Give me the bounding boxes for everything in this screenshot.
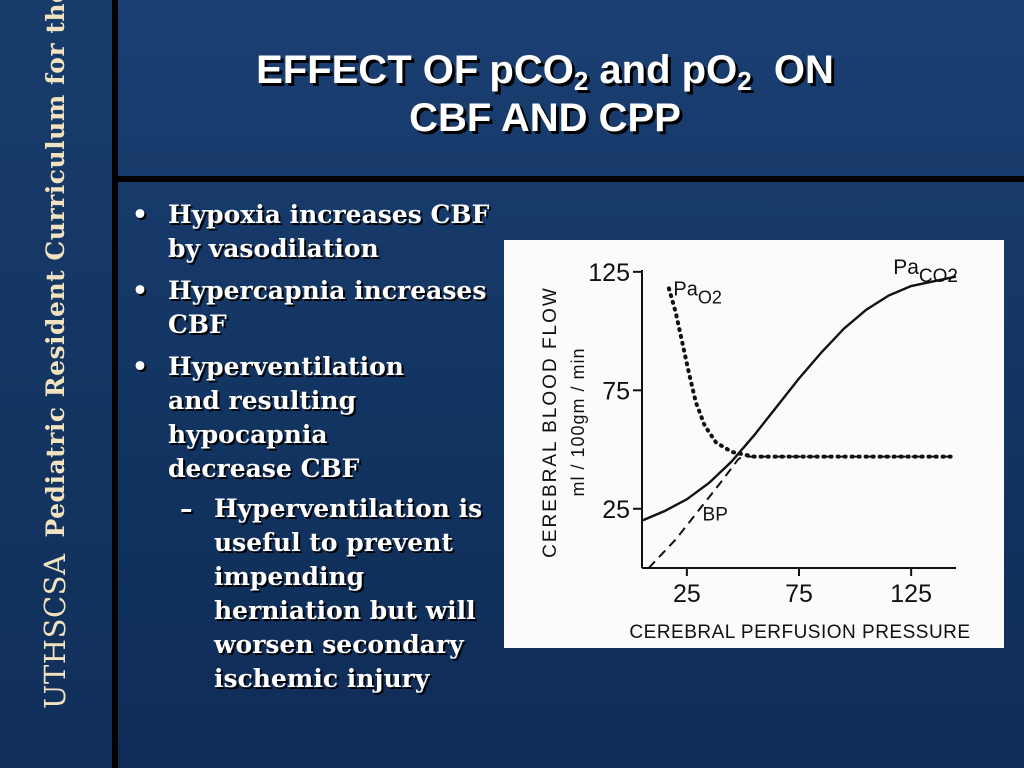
x-tick-label: 125 bbox=[890, 580, 932, 608]
sidebar-text: UTHSCSA Pediatric Resident Curriculum fo… bbox=[34, 0, 76, 709]
series-paco2-label: PaCO2 bbox=[893, 256, 958, 287]
horizontal-divider bbox=[112, 176, 1024, 182]
y-tick-group: 25 75 125 bbox=[588, 259, 642, 524]
series-paco2-line bbox=[641, 275, 957, 522]
y-tick-label: 25 bbox=[602, 496, 630, 524]
title-line1-part-b: and pO bbox=[588, 48, 738, 92]
y-tick-label: 125 bbox=[588, 259, 630, 287]
series-pao2-label: PaO2 bbox=[673, 279, 721, 308]
series-group: PaCO2 PaO2 BP bbox=[641, 256, 958, 569]
bullet-item: • Hyperventilation and resulting hypocap… bbox=[130, 350, 500, 486]
x-tick-label: 75 bbox=[785, 580, 813, 608]
x-tick-group: 25 75 125 bbox=[673, 568, 932, 608]
bullet-marker: • bbox=[132, 200, 148, 229]
bullet-text: Hypercapnia increases CBF bbox=[168, 276, 487, 339]
bullet-text: Hyperventilation and resulting hypocapni… bbox=[168, 352, 404, 483]
y-tick-label: 75 bbox=[602, 377, 630, 405]
series-bp-label: BP bbox=[703, 505, 728, 526]
bullet-marker: • bbox=[132, 352, 148, 381]
slide-title: EFFECT OF pCO2 and pO2 ON CBF AND CPP bbox=[150, 46, 940, 142]
series-pao2-line bbox=[666, 286, 958, 459]
title-line2: CBF AND CPP bbox=[409, 96, 681, 140]
title-subscript-2: 2 bbox=[737, 66, 752, 96]
sidebar-program: Pediatric Resident Curriculum for the PI… bbox=[40, 0, 70, 538]
title-line1-part-c: ON bbox=[751, 48, 834, 92]
sub-bullet-text: Hyperventilation is useful to prevent im… bbox=[214, 494, 483, 693]
sub-bullet-marker: – bbox=[180, 494, 193, 523]
title-line1-part-a: EFFECT OF pCO bbox=[256, 48, 574, 92]
x-tick-label: 25 bbox=[673, 580, 701, 608]
title-subscript-1: 2 bbox=[573, 66, 589, 96]
sidebar-org: UTHSCSA bbox=[38, 553, 72, 709]
cbf-cpp-chart: 25 75 125 25 75 125 PaCO2 PaO2 BP CEREBRAL BLO… bbox=[540, 256, 970, 643]
bullet-list: • Hypoxia increases CBF by vasodilation … bbox=[130, 198, 500, 696]
x-axis-label: CEREBRAL PERFUSION PRESSURE bbox=[629, 622, 970, 643]
bullet-item: • Hypoxia increases CBF by vasodilation bbox=[130, 198, 500, 266]
chart-panel: 25 75 125 25 75 125 PaCO2 PaO2 BP CEREBRAL BLO… bbox=[504, 240, 1004, 648]
bullet-marker: • bbox=[132, 276, 148, 305]
vertical-divider bbox=[112, 0, 118, 768]
sub-bullet-item: – Hyperventilation is useful to prevent … bbox=[130, 492, 500, 696]
bullet-text: Hypoxia increases CBF by vasodilation bbox=[168, 200, 490, 263]
series-bp-line bbox=[648, 455, 956, 569]
sidebar: UTHSCSA Pediatric Resident Curriculum fo… bbox=[0, 0, 112, 768]
y-axis-label: CEREBRAL BLOOD FLOW bbox=[540, 286, 561, 558]
y-axis-units: ml / 100gm / min bbox=[568, 347, 588, 496]
bullet-item: • Hypercapnia increases CBF bbox=[130, 274, 500, 342]
